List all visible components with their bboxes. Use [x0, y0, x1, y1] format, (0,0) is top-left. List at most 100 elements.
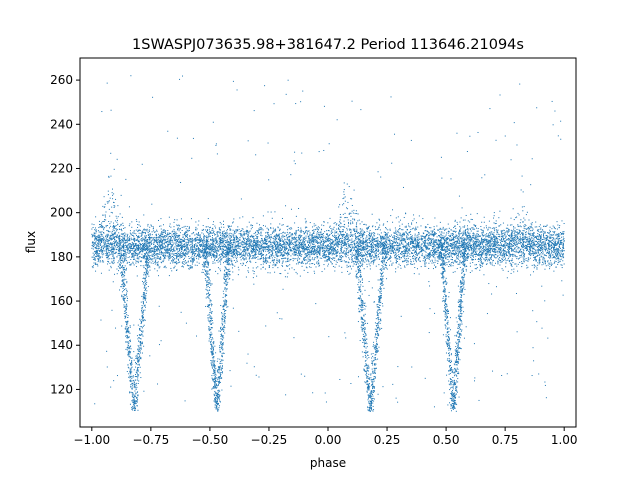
- data-point: [205, 261, 207, 263]
- data-point: [191, 251, 193, 253]
- data-point: [409, 232, 411, 234]
- data-point: [487, 239, 489, 241]
- data-point: [354, 242, 356, 244]
- data-point: [201, 251, 203, 253]
- data-point: [501, 261, 503, 263]
- data-point: [257, 232, 259, 234]
- data-point: [302, 241, 304, 243]
- data-point: [227, 241, 229, 243]
- data-point: [260, 248, 262, 250]
- data-point: [298, 236, 300, 238]
- data-point: [296, 245, 298, 247]
- data-point: [287, 255, 289, 257]
- data-point: [242, 228, 244, 230]
- data-point: [523, 258, 525, 260]
- data-point: [480, 245, 482, 247]
- data-point: [326, 258, 328, 260]
- data-point: [437, 249, 439, 251]
- data-point: [300, 252, 302, 254]
- data-point: [281, 240, 283, 242]
- data-point: [493, 222, 495, 224]
- data-point: [119, 229, 121, 230]
- data-point: [525, 246, 527, 248]
- data-point: [385, 240, 387, 242]
- data-point: [391, 245, 393, 247]
- data-point: [389, 247, 391, 249]
- data-point: [231, 233, 233, 235]
- data-point: [543, 248, 545, 250]
- data-point: [151, 253, 153, 255]
- data-point: [379, 229, 381, 231]
- data-point: [237, 244, 239, 246]
- data-point: [368, 246, 370, 248]
- data-point: [394, 238, 396, 240]
- data-point: [255, 267, 257, 269]
- data-point: [110, 175, 112, 177]
- data-point: [475, 268, 477, 270]
- data-point: [414, 235, 416, 237]
- data-point: [539, 260, 541, 262]
- data-point: [132, 234, 134, 236]
- data-point: [404, 249, 406, 251]
- data-point: [288, 260, 290, 262]
- data-point: [162, 245, 164, 247]
- data-point: [258, 251, 260, 253]
- data-point: [188, 238, 190, 240]
- data-point: [227, 240, 229, 242]
- data-point: [440, 240, 442, 242]
- data-point: [401, 242, 403, 244]
- data-point: [238, 246, 240, 248]
- data-point: [370, 235, 372, 237]
- data-point: [412, 263, 414, 265]
- data-point: [113, 241, 115, 243]
- data-point: [263, 242, 265, 244]
- data-point: [431, 254, 433, 256]
- data-point: [208, 243, 210, 245]
- data-point: [161, 250, 163, 252]
- data-point: [234, 243, 236, 245]
- data-point: [168, 216, 170, 218]
- data-point: [323, 240, 325, 242]
- data-point: [116, 228, 118, 230]
- data-point: [216, 253, 218, 255]
- data-point: [157, 261, 159, 263]
- data-point: [190, 241, 192, 243]
- data-point: [318, 261, 320, 263]
- data-point: [438, 258, 440, 260]
- data-point: [375, 244, 377, 246]
- data-point: [262, 263, 264, 265]
- data-point: [439, 256, 441, 258]
- data-point: [210, 248, 212, 250]
- data-point: [336, 255, 338, 257]
- data-point: [481, 251, 483, 253]
- data-point: [563, 231, 565, 233]
- data-point: [410, 259, 412, 261]
- data-point: [234, 241, 236, 243]
- data-point: [562, 255, 564, 257]
- data-point: [268, 257, 270, 259]
- data-point: [415, 252, 417, 254]
- data-point: [136, 236, 138, 238]
- data-point: [418, 215, 420, 217]
- data-point: [129, 243, 131, 245]
- data-point: [443, 260, 445, 262]
- data-point: [144, 258, 146, 260]
- data-point: [161, 245, 163, 247]
- data-point: [521, 266, 523, 268]
- data-point: [99, 256, 101, 258]
- data-point: [543, 237, 545, 239]
- data-point: [531, 264, 533, 266]
- data-point: [287, 229, 289, 231]
- data-point: [464, 253, 466, 255]
- data-point: [131, 221, 133, 223]
- data-point: [522, 260, 524, 262]
- data-point: [429, 238, 431, 240]
- data-point: [192, 251, 194, 253]
- data-point: [471, 247, 473, 249]
- data-point: [124, 253, 126, 255]
- data-point: [501, 236, 503, 238]
- data-point: [510, 272, 512, 274]
- data-point: [500, 230, 502, 232]
- data-point: [168, 242, 170, 244]
- data-point: [556, 228, 558, 230]
